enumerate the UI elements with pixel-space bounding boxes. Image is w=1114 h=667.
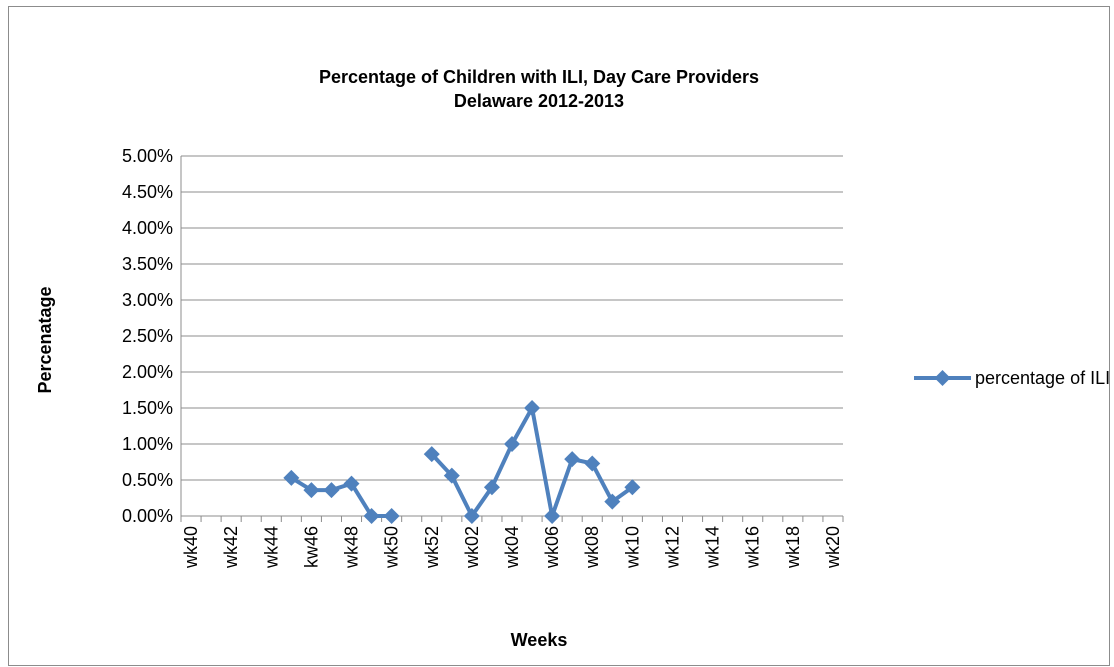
x-tick-label: kw46 [301,526,321,568]
data-point [624,479,641,496]
chart-svg: Percentage of Children with ILI, Day Car… [35,67,1110,650]
data-point [463,508,480,524]
x-tick-label: wk52 [422,526,442,569]
data-point [604,493,621,510]
chart-frame: Percentage of Children with ILI, Day Car… [8,6,1110,666]
data-point [544,508,561,524]
legend-marker [934,370,951,386]
gridlines [181,155,843,481]
data-point [524,400,541,416]
data-point [564,451,581,468]
x-axis-title: Weeks [511,630,568,650]
data-point [584,455,601,472]
x-tick-label: wk10 [622,526,642,569]
y-tick-label: 0.00% [122,506,173,526]
x-tick-label: wk02 [462,526,482,569]
y-tick-label: 1.50% [122,398,173,418]
x-tick-label: wk50 [382,526,402,569]
y-tick-label: 4.00% [122,218,173,238]
y-tick-labels: 0.00% 0.50% 1.00% 1.50% 2.00% 2.50% 3.00% 3.50%… [122,146,173,526]
data-point [323,482,340,499]
legend: percentage of ILI [914,368,1110,388]
y-tick-label: 5.00% [122,146,173,166]
axes [180,156,844,522]
chart-title-line2: Delaware 2012-2013 [454,91,624,111]
x-tick-label: wk16 [743,526,763,569]
series-line [430,406,634,518]
series-line [290,476,392,518]
y-tick-label: 4.50% [122,182,173,202]
y-tick-label: 2.50% [122,326,173,346]
y-tick-label: 1.00% [122,434,173,454]
legend-label: percentage of ILI [975,368,1110,388]
y-tick-label: 3.00% [122,290,173,310]
series-layer [283,400,641,524]
x-tick-label: wk44 [261,526,281,569]
x-tick-label: wk14 [703,526,723,569]
chart-title-line1: Percentage of Children with ILI, Day Car… [319,67,759,87]
x-tick-label: wk48 [342,526,362,569]
data-point [383,508,400,524]
y-tick-label: 2.00% [122,362,173,382]
x-tick-label: wk08 [582,526,602,569]
data-point [443,467,460,484]
x-tick-label: wk12 [662,526,682,569]
x-tick-label: wk42 [221,526,241,569]
data-point [303,482,320,499]
x-tick-label: wk40 [181,526,201,569]
data-point [483,479,500,496]
x-tick-label: wk20 [823,526,843,569]
y-tick-label: 3.50% [122,254,173,274]
data-point [504,436,520,452]
y-tick-label: 0.50% [122,470,173,490]
data-point [283,469,300,486]
data-point [363,508,380,524]
x-tick-label: wk18 [783,526,803,569]
x-tick-label: wk04 [502,526,522,569]
x-tick-label: wk06 [542,526,562,569]
x-tick-labels: wk40 wk42 wk44 kw46 wk48 wk50 wk52 wk02 wk04 wk06… [181,526,843,569]
data-point [343,475,360,492]
y-axis-title: Percenatage [35,286,55,393]
data-point [423,446,440,463]
